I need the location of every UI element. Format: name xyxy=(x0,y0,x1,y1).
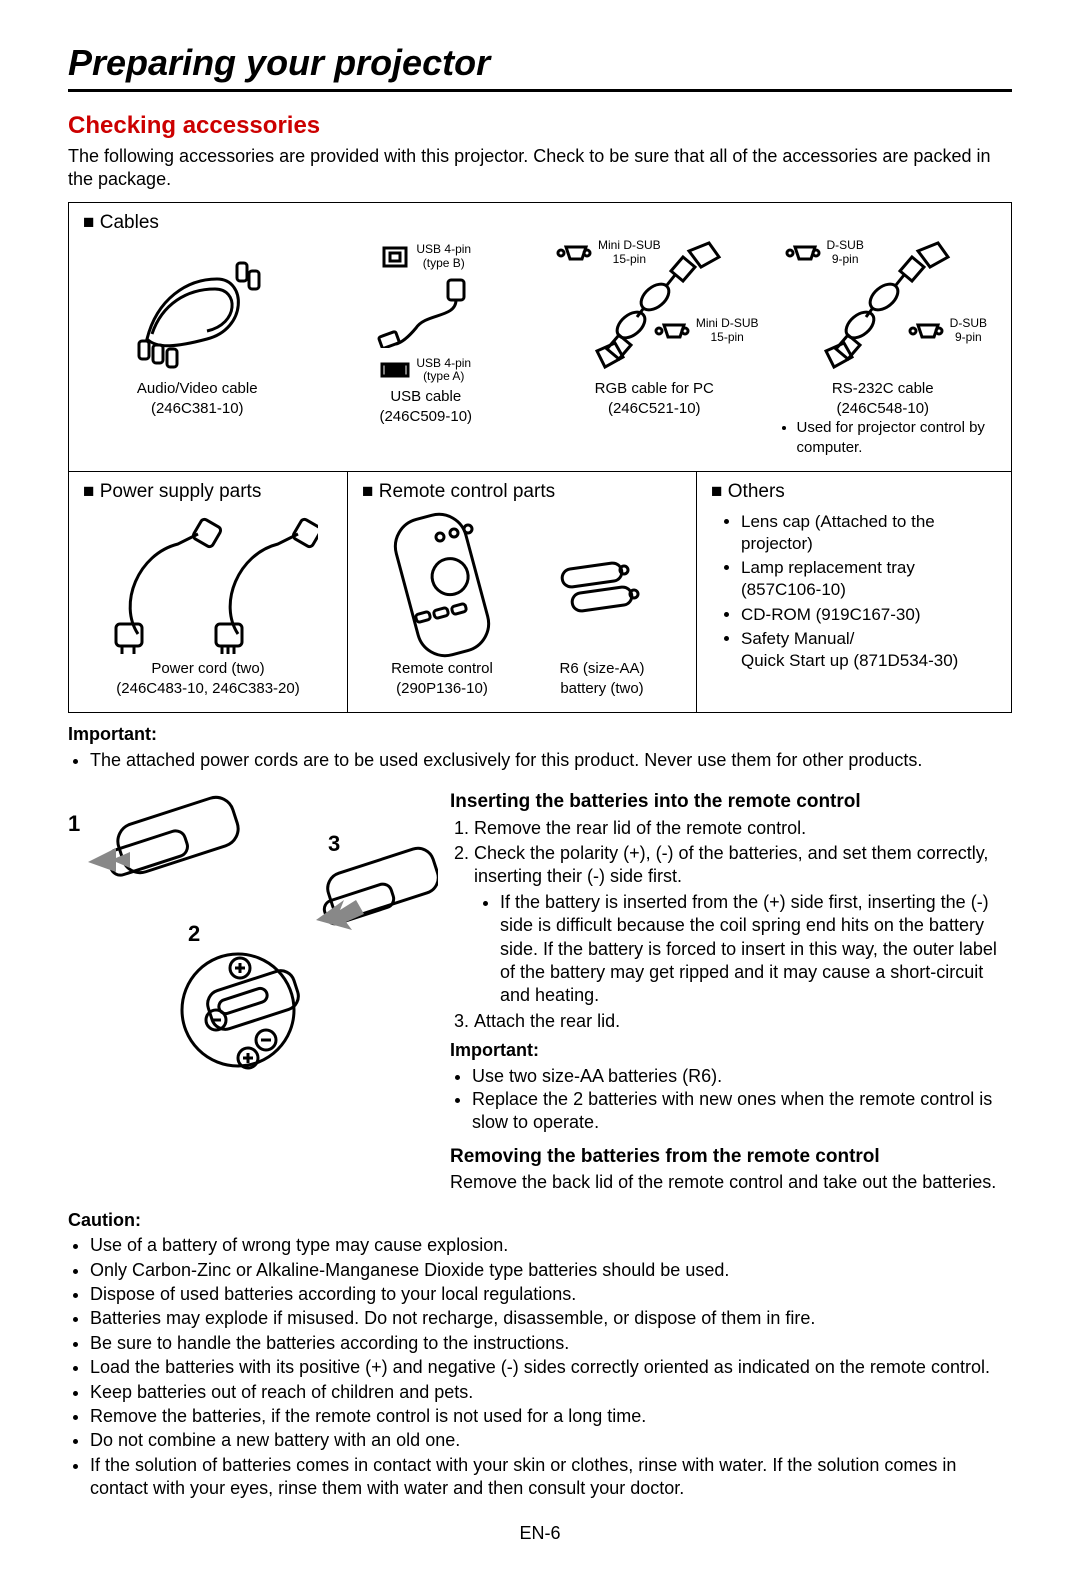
remote-label: ■ Remote control parts xyxy=(362,480,682,505)
battery-part: battery (two) xyxy=(522,679,682,699)
page-number: EN-6 xyxy=(68,1522,1012,1545)
step-2-num: 2 xyxy=(188,920,200,949)
av-cable-icon xyxy=(127,249,267,369)
cable-name: RGB cable for PC xyxy=(546,379,763,399)
cable-rgb: Mini D-SUB 15-pin Mini D-SUB 15-pin xyxy=(540,239,769,457)
caution-item: Use of a battery of wrong type may cause… xyxy=(90,1234,1012,1257)
rs-pin1: D-SUB 9-pin xyxy=(827,239,864,265)
important2-item: Replace the 2 batteries with new ones wh… xyxy=(472,1088,1012,1135)
dsub-icon xyxy=(654,321,690,341)
rgb-pin1: Mini D-SUB 15-pin xyxy=(598,239,661,265)
cable-part: (246C521-10) xyxy=(546,399,763,419)
cable-name: USB cable xyxy=(318,387,535,407)
remote-control-icon xyxy=(382,509,502,659)
cable-part: (246C509-10) xyxy=(318,407,535,427)
insert-subnote: If the battery is inserted from the (+) … xyxy=(500,891,1012,1008)
power-part: (246C483-10, 246C383-20) xyxy=(83,679,333,699)
caution-item: Keep batteries out of reach of children … xyxy=(90,1381,1012,1404)
power-name: Power cord (two) xyxy=(83,659,333,679)
rs-pin2: D-SUB 9-pin xyxy=(950,317,987,343)
important-item: The attached power cords are to be used … xyxy=(90,749,1012,772)
dsub9-icon xyxy=(908,321,944,341)
power-cord-icon xyxy=(98,514,318,654)
others-item: Lens cap (Attached to the projector) xyxy=(741,511,997,555)
power-label: ■ Power supply parts xyxy=(83,480,333,505)
checking-title: Checking accessories xyxy=(68,110,1012,141)
cable-av: Audio/Video cable (246C381-10) xyxy=(83,239,312,457)
caution-item: If the solution of batteries comes in co… xyxy=(90,1454,1012,1501)
others-cell: ■ Others Lens cap (Attached to the proje… xyxy=(697,472,1011,712)
others-item: Lamp replacement tray (857C106-10) xyxy=(741,557,997,601)
caution-item: Remove the batteries, if the remote cont… xyxy=(90,1405,1012,1428)
insert-step: Check the polarity (+), (-) of the batte… xyxy=(474,842,1012,1008)
cable-name: Audio/Video cable xyxy=(89,379,306,399)
others-label: ■ Others xyxy=(711,480,997,505)
battery-icon xyxy=(552,554,652,614)
insert-step: Attach the rear lid. xyxy=(474,1010,1012,1033)
cable-usb: USB 4-pin (type B) USB 4-pin (type A) US… xyxy=(312,239,541,457)
battery-steps-icon xyxy=(68,790,438,1090)
caution-item: Batteries may explode if misused. Do not… xyxy=(90,1307,1012,1330)
important2-label: Important: xyxy=(450,1039,1012,1062)
usb-a-icon xyxy=(380,360,410,380)
others-item: Safety Manual/ Quick Start up (871D534-3… xyxy=(741,628,997,672)
caution-item: Do not combine a new battery with an old… xyxy=(90,1429,1012,1452)
cable-part: (246C381-10) xyxy=(89,399,306,419)
caution-item: Only Carbon-Zinc or Alkaline-Manganese D… xyxy=(90,1259,1012,1282)
remove-title: Removing the batteries from the remote c… xyxy=(450,1145,1012,1170)
cable-rs232: D-SUB 9-pin D-SUB 9-pin xyxy=(769,239,998,457)
usb-b-icon xyxy=(380,244,410,270)
caution-item: Dispose of used batteries according to y… xyxy=(90,1283,1012,1306)
usb-pin2: USB 4-pin (type A) xyxy=(416,357,471,383)
power-cell: ■ Power supply parts Power cord (two) (2… xyxy=(69,472,348,712)
remote-part: (290P136-10) xyxy=(362,679,522,699)
usb-pin1: USB 4-pin (type B) xyxy=(416,243,471,269)
step-1-num: 1 xyxy=(68,810,80,839)
insert-step: Remove the rear lid of the remote contro… xyxy=(474,817,1012,840)
caution-item: Be sure to handle the batteries accordin… xyxy=(90,1332,1012,1355)
remote-name: Remote control xyxy=(362,659,522,679)
accessories-box: ■ Cables Audio/Video cable (246C381-10) xyxy=(68,202,1012,713)
remote-cell: ■ Remote control parts xyxy=(348,472,697,712)
cable-name: RS-232C cable xyxy=(775,379,992,399)
cable-part: (246C548-10) xyxy=(775,399,992,419)
checking-intro: The following accessories are provided w… xyxy=(68,145,1012,192)
battery-figure: 1 2 3 xyxy=(68,790,438,1090)
others-item: CD-ROM (919C167-30) xyxy=(741,604,997,626)
dsub9-icon xyxy=(785,243,821,263)
rs232-note: Used for projector control by computer. xyxy=(797,418,992,457)
caution-label: Caution: xyxy=(68,1209,1012,1232)
rgb-pin2: Mini D-SUB 15-pin xyxy=(696,317,759,343)
caution-item: Load the batteries with its positive (+)… xyxy=(90,1356,1012,1379)
usb-cable-icon xyxy=(376,278,476,348)
dsub-icon xyxy=(556,243,592,263)
remove-body: Remove the back lid of the remote contro… xyxy=(450,1171,1012,1194)
step-3-num: 3 xyxy=(328,830,340,859)
insert-title: Inserting the batteries into the remote … xyxy=(450,790,1012,815)
important-label: Important: xyxy=(68,723,1012,746)
cables-label: ■ Cables xyxy=(83,211,997,236)
battery-name: R6 (size-AA) xyxy=(522,659,682,679)
page-title: Preparing your projector xyxy=(68,40,1012,92)
important2-item: Use two size-AA batteries (R6). xyxy=(472,1065,1012,1088)
